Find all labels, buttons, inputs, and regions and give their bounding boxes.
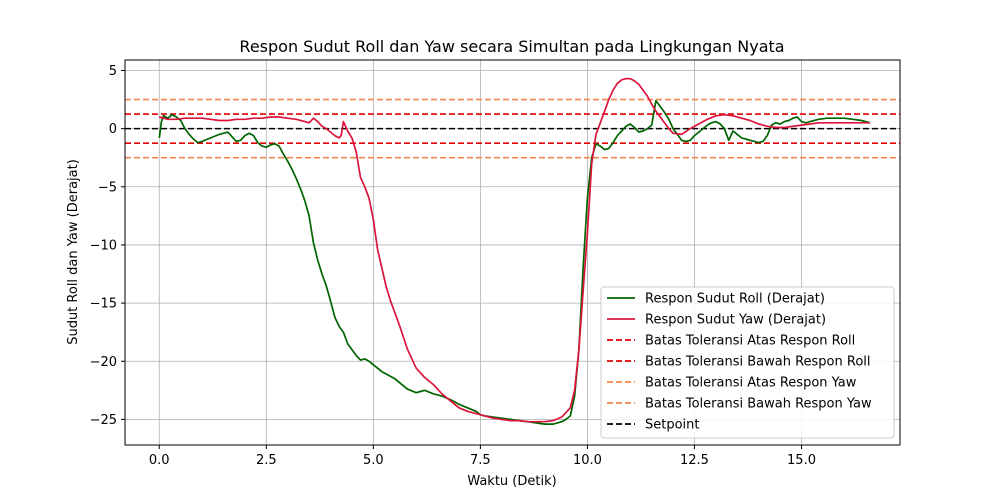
y-tick-label: 0 — [109, 122, 117, 137]
plot-area-frame — [124, 59, 901, 446]
y-tick-label: 5 — [109, 64, 117, 79]
x-tick-label: 15.0 — [787, 453, 816, 468]
legend-entry-label: Respon Sudut Yaw (Derajat) — [645, 313, 826, 328]
y-tick-label: −25 — [90, 413, 117, 428]
x-tick-label: 2.5 — [256, 453, 277, 468]
y-tick-label: −5 — [98, 180, 117, 195]
legend-entry-label: Respon Sudut Roll (Derajat) — [645, 292, 825, 307]
yaw-series-line — [159, 77, 870, 423]
legend: Respon Sudut Roll (Derajat) Respon Sudut … — [600, 286, 895, 439]
legend-entry-label: Batas Toleransi Atas Respon Yaw — [645, 376, 857, 391]
legend-entry-label: Batas Toleransi Bawah Respon Yaw — [645, 397, 872, 412]
chart-title: Respon Sudut Roll dan Yaw secara Simulta… — [239, 37, 784, 56]
x-axis-label: Waktu (Detik) — [467, 474, 556, 489]
y-tick-label: −10 — [90, 238, 117, 253]
y-tick-label: −20 — [90, 355, 117, 370]
x-tick-label: 10.0 — [573, 453, 602, 468]
x-axis: 0.0 2.5 5.0 7.5 10.0 12.5 15.0 — [149, 445, 816, 468]
x-tick-label: 12.5 — [680, 453, 709, 468]
reference-lines — [125, 98, 900, 159]
x-tick-label: 7.5 — [470, 453, 491, 468]
series-lines — [158, 77, 871, 425]
legend-entry-label: Setpoint — [645, 418, 700, 433]
x-tick-label: 0.0 — [149, 453, 170, 468]
y-axis: 5 0 −5 −10 −15 −20 −25 — [90, 64, 125, 428]
legend-entry-label: Batas Toleransi Bawah Respon Roll — [645, 355, 871, 370]
legend-entry-label: Batas Toleransi Atas Respon Roll — [645, 334, 855, 349]
x-tick-label: 5.0 — [363, 453, 384, 468]
legend-box — [600, 286, 895, 439]
y-axis-label: Sudut Roll dan Yaw (Derajat) — [66, 159, 81, 345]
y-tick-label: −15 — [90, 297, 117, 312]
